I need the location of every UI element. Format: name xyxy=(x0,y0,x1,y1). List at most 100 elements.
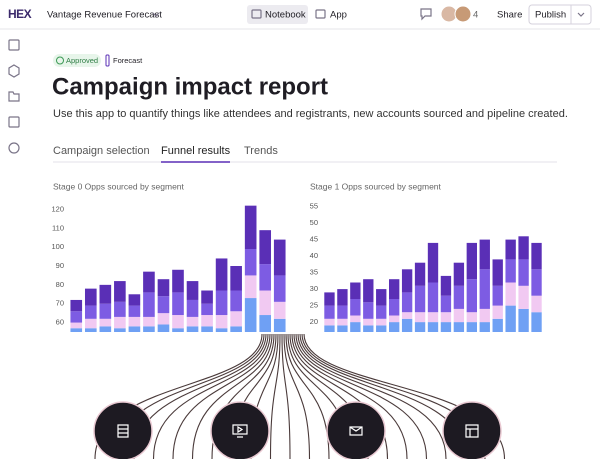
bar-segment xyxy=(114,281,126,302)
bar-segment xyxy=(479,308,490,323)
bar-segment xyxy=(324,305,335,319)
node-icon xyxy=(117,424,129,438)
bar-segment xyxy=(389,322,400,332)
y-tick-label: 120 xyxy=(51,204,64,213)
bar-segment xyxy=(337,325,348,332)
connector xyxy=(281,333,291,459)
bar-segment xyxy=(427,312,439,323)
bar-segment xyxy=(215,315,228,329)
notebook-tab-bg[interactable] xyxy=(247,5,308,24)
bar-segment xyxy=(114,316,126,329)
bar-segment xyxy=(492,305,503,319)
y-tick-label: 35 xyxy=(310,268,318,277)
bar-segment xyxy=(350,322,361,332)
bar-segment xyxy=(114,328,126,332)
publish-label[interactable]: Publish xyxy=(535,10,566,21)
sidebar xyxy=(8,39,20,154)
bar-segment xyxy=(531,269,542,296)
bar-segment xyxy=(230,290,242,312)
bar-segment xyxy=(505,239,516,260)
bar-segment xyxy=(376,318,387,326)
y-tick-label: 50 xyxy=(310,218,318,227)
project-name[interactable]: Vantage Revenue Forecast xyxy=(47,10,162,21)
y-tick-label: 45 xyxy=(310,235,318,244)
chart-title: Stage 1 Opps sourced by segment xyxy=(310,181,442,191)
bar-segment xyxy=(84,328,97,332)
avatar-count: 4 xyxy=(473,10,478,21)
bar-segment xyxy=(401,292,413,313)
avatar[interactable] xyxy=(454,5,472,23)
bar-segment xyxy=(244,205,257,250)
notebook-tab[interactable]: Notebook xyxy=(265,10,306,21)
bar-segment xyxy=(518,285,529,309)
bar-segment xyxy=(215,290,228,316)
bar-segment xyxy=(259,315,272,332)
bar-segment xyxy=(401,312,413,319)
chevron[interactable] xyxy=(152,12,160,17)
bar-segment xyxy=(128,316,141,327)
bar-segment xyxy=(99,326,112,332)
bar-segment xyxy=(389,315,400,323)
bar-segment xyxy=(427,322,439,332)
sidebar-icon[interactable] xyxy=(8,116,20,128)
bar-segment xyxy=(201,315,213,327)
sidebar-icon[interactable] xyxy=(8,91,20,102)
bar-segment xyxy=(531,312,542,332)
bar-segment xyxy=(84,318,97,329)
chevron[interactable] xyxy=(577,12,585,17)
logo[interactable]: HEX xyxy=(8,7,32,21)
bar-segment xyxy=(128,305,141,317)
bar-segment xyxy=(466,279,477,313)
publish-button[interactable] xyxy=(528,4,592,25)
sidebar-icon[interactable] xyxy=(8,142,20,154)
bar-segment xyxy=(70,311,83,323)
tab[interactable]: Campaign selection xyxy=(53,145,150,157)
sidebar-icon[interactable] xyxy=(8,39,20,51)
bar-segment xyxy=(453,285,465,309)
bar-segment xyxy=(99,303,112,319)
bar-segment xyxy=(244,298,257,332)
tab[interactable]: Trends xyxy=(244,145,278,157)
bar-segment xyxy=(143,271,155,293)
app-tab[interactable]: App xyxy=(330,10,347,21)
bar-segment xyxy=(414,285,426,313)
bar-segment xyxy=(427,282,439,313)
bar-segment xyxy=(70,322,83,329)
node-icon xyxy=(232,424,248,438)
bar-segment xyxy=(531,295,542,313)
bar-segment xyxy=(453,262,465,286)
bar-segment xyxy=(401,318,413,332)
bar-segment xyxy=(505,282,516,306)
bar-segment xyxy=(157,313,170,325)
bar-segment xyxy=(492,318,503,332)
tab-active[interactable]: Funnel results xyxy=(161,145,231,157)
bar-segment xyxy=(99,318,112,327)
bar-segment xyxy=(244,249,257,276)
badge-icon xyxy=(105,54,110,67)
share-button[interactable]: Share xyxy=(497,10,522,21)
bar-segment xyxy=(128,326,141,332)
bar-segment xyxy=(259,264,272,291)
comment-icon[interactable] xyxy=(420,8,432,21)
bar-segment xyxy=(114,301,126,317)
bar-segment xyxy=(186,299,199,317)
bar-segment xyxy=(128,294,141,306)
bar-segment xyxy=(350,315,361,323)
bar-segment xyxy=(157,296,170,314)
bar-segment xyxy=(453,322,465,332)
y-tick-label: 30 xyxy=(310,284,318,293)
bar-segment xyxy=(324,318,335,326)
bar-segment xyxy=(337,305,348,319)
bar-segment xyxy=(273,275,286,302)
bar-segment xyxy=(401,269,413,293)
bar-segment xyxy=(414,322,426,332)
bar-segment xyxy=(414,262,426,286)
sidebar-icon[interactable] xyxy=(8,64,20,78)
y-tick-label: 80 xyxy=(56,280,64,289)
bar-segment xyxy=(414,312,426,323)
bar-segment xyxy=(186,326,199,332)
bar-segment xyxy=(230,266,242,291)
bar-segment xyxy=(215,328,228,332)
bar-segment xyxy=(363,325,374,332)
